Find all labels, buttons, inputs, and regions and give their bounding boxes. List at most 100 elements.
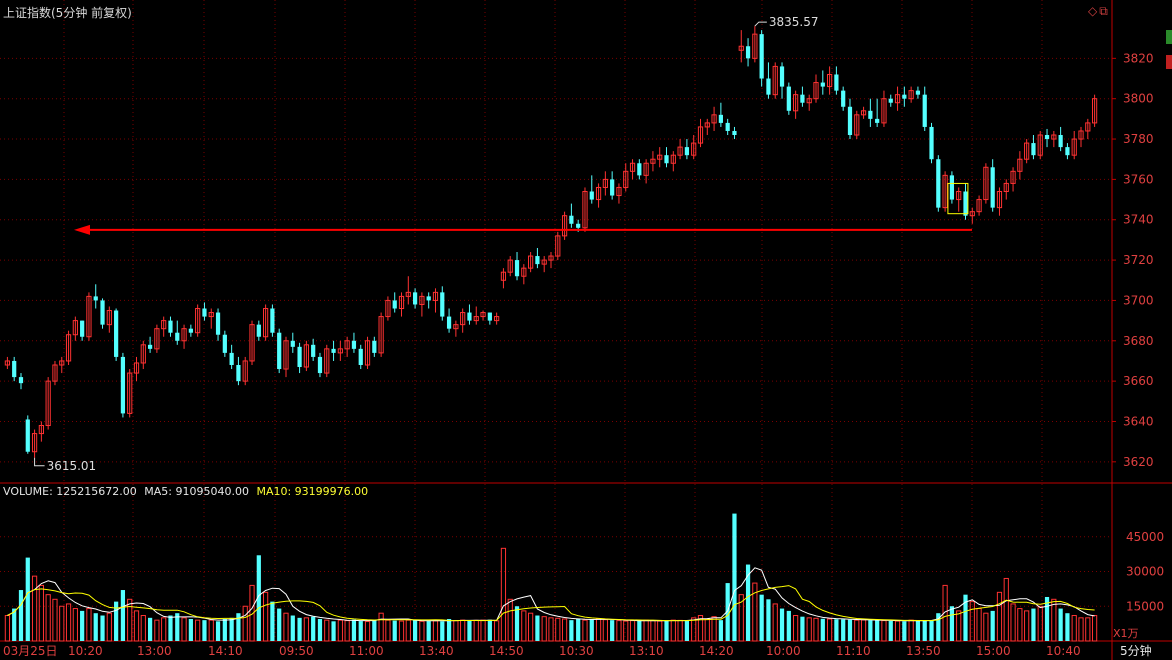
volume-bar (80, 610, 85, 641)
volume-bar (168, 615, 173, 641)
volume-bar (100, 615, 105, 641)
volume-unit-label[interactable]: X1万 (1113, 627, 1139, 640)
candle-body (236, 364, 241, 382)
candle-body (154, 328, 160, 350)
volume-tick-label: 45000 (1126, 530, 1164, 544)
candle-body (25, 419, 30, 452)
candle-body (507, 259, 513, 273)
price-tick-label: 3720 (1123, 253, 1154, 267)
candle-body (412, 292, 418, 305)
ma10-line (7, 585, 1095, 622)
volume-bar (860, 619, 867, 642)
candle-body (800, 94, 805, 103)
volume-bar (1017, 608, 1023, 642)
candle-body (222, 334, 227, 353)
candle-body (494, 316, 500, 322)
candle-body (610, 179, 615, 196)
candle-body (500, 271, 507, 281)
volume-bar (337, 619, 343, 642)
candle-body (114, 310, 119, 357)
candle-body (854, 114, 860, 136)
volume-bar (202, 620, 207, 641)
candle-body (860, 110, 867, 116)
volume-bar (602, 619, 608, 642)
volume-bar (990, 610, 995, 641)
price-tick-label: 3660 (1123, 374, 1154, 388)
candle-body (670, 154, 676, 164)
volume-bar (1091, 615, 1098, 642)
candle-body (311, 344, 316, 357)
volume-bar (813, 617, 819, 642)
candle-body (80, 320, 85, 337)
candle-body (732, 130, 737, 136)
price-tick-label: 3700 (1123, 293, 1154, 307)
volume-bar (908, 619, 914, 642)
candle-body (59, 360, 65, 366)
candle-body (902, 94, 907, 99)
volume-tick-label: 15000 (1126, 599, 1164, 613)
candle-body (637, 163, 642, 176)
candle-body (4, 360, 11, 366)
candle-body (405, 291, 411, 297)
candle-body (440, 292, 445, 317)
candle-body (120, 356, 126, 414)
candle-body (86, 295, 92, 338)
volume-bar (983, 612, 989, 642)
time-tick-label: 10:20 (68, 644, 103, 658)
volume-bar (358, 621, 363, 641)
volume-bar (616, 620, 622, 642)
volume-bar (582, 619, 588, 642)
volume-bar (460, 619, 466, 642)
volume-bar (303, 617, 309, 642)
volume-bar (453, 620, 459, 642)
volume-bar (969, 601, 975, 642)
volume-bar (324, 619, 330, 642)
candle-body (691, 142, 697, 156)
candle-body (657, 154, 663, 160)
time-tick-label: 11:00 (349, 644, 384, 658)
volume-bar (697, 615, 704, 642)
time-tick-label: 13:10 (629, 644, 664, 658)
candle-body (31, 433, 38, 453)
diamond-icon[interactable]: ◇ (1088, 4, 1100, 18)
period-label[interactable]: 5分钟 (1120, 644, 1152, 658)
candle-body (337, 348, 343, 354)
candle-body (1058, 135, 1063, 148)
volume-bar (841, 619, 846, 641)
volume-bar (894, 620, 901, 642)
candle-body (467, 312, 472, 321)
volume-bar (976, 608, 982, 642)
volume-bar (779, 608, 785, 641)
candle-body (602, 178, 608, 188)
support-arrow-head (74, 224, 90, 235)
candle-body (1044, 135, 1050, 140)
candle-body (779, 66, 785, 87)
candle-body (1071, 138, 1077, 156)
volume-bar (65, 603, 72, 642)
candle-body (426, 296, 431, 301)
candle-body (875, 118, 880, 123)
candle-body (1091, 98, 1098, 124)
volume-bar (569, 620, 574, 641)
candle-body (745, 46, 751, 59)
volume-bar (432, 620, 439, 642)
time-tick-label: 14:50 (489, 644, 524, 658)
volume-bar (426, 621, 431, 641)
price-tick-label: 3640 (1123, 414, 1154, 428)
volume-bar (188, 618, 193, 641)
candle-body (915, 90, 921, 95)
volume-bar (826, 618, 833, 642)
candle-body (983, 166, 989, 201)
volume-bar (942, 584, 948, 642)
volume-bar (657, 620, 663, 642)
restore-window-icon[interactable]: ⧉ (1099, 4, 1110, 18)
top-icons[interactable]: ◇⧉ (1088, 4, 1110, 19)
candle-body (364, 340, 371, 366)
volume-bar (215, 621, 221, 641)
volume-bar (650, 620, 656, 642)
volume-bar (507, 598, 513, 642)
volume-bar (473, 619, 479, 642)
candle-body (738, 45, 744, 51)
candle-body (548, 255, 554, 261)
